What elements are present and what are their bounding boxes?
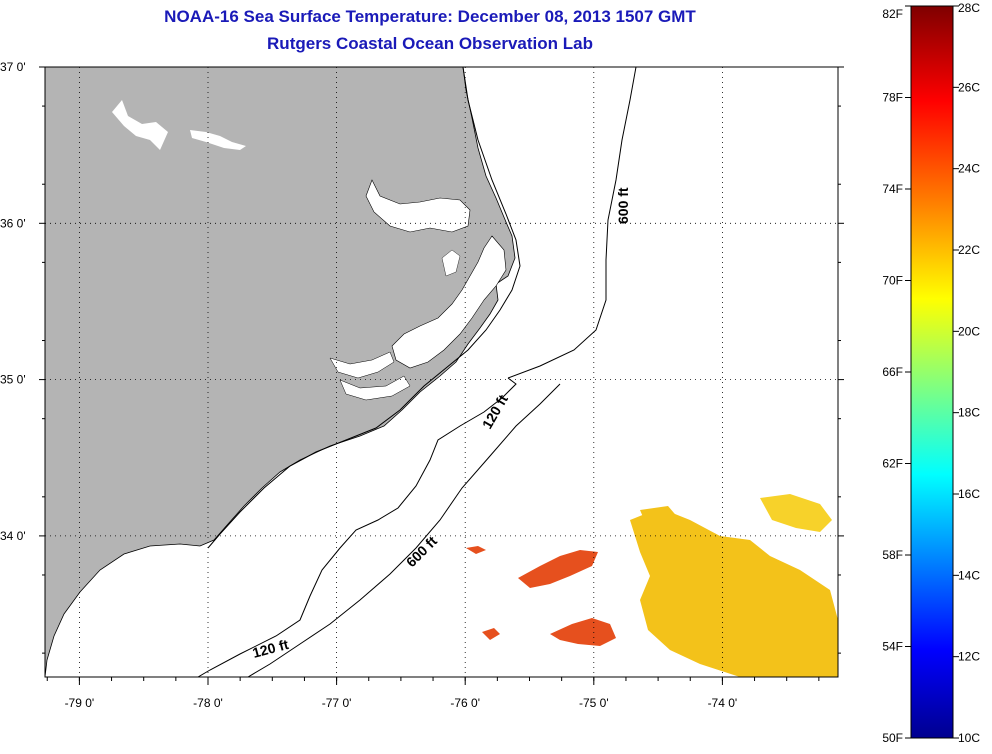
contour-120ft <box>197 377 517 677</box>
albemarle-sound <box>365 179 471 233</box>
lake-gaston <box>190 130 246 150</box>
colorbar-label-f: 66F <box>882 365 903 379</box>
colorbar-label-f: 82F <box>882 7 903 21</box>
colorbar-label-c: 20C <box>958 324 980 338</box>
map-title: NOAA-16 Sea Surface Temperature: Decembe… <box>164 7 696 26</box>
map-subtitle: Rutgers Coastal Ocean Observation Lab <box>267 34 593 53</box>
colorbar-labels: 82F 78F 74F 70F 66F 62F 58F 54F 50F 28C 26C 24C 22C 2… <box>882 1 980 745</box>
axis-ticks: -79 0' -78 0' -77 0' -76 0' -75 0' -74 0' 37 0… <box>0 60 844 710</box>
lon-tick-label: -77 0' <box>322 696 352 710</box>
colorbar-label-c: 24C <box>958 162 980 176</box>
colorbar-label-c: 28C <box>958 1 980 15</box>
contour-600ft-south <box>247 383 561 677</box>
pamlico-river <box>329 351 395 379</box>
sst-patch-hot-3 <box>482 628 500 640</box>
colorbar <box>910 5 954 739</box>
kerr-lake <box>112 100 168 150</box>
lat-tick-label: 35 0' <box>0 373 26 387</box>
colorbar-label-c: 16C <box>958 487 980 501</box>
sst-data-layer <box>466 494 838 677</box>
lon-tick-label: -79 0' <box>65 696 95 710</box>
colorbar-label-c: 10C <box>958 731 980 745</box>
colorbar-label-c: 22C <box>958 243 980 257</box>
sst-patch-hot-2 <box>550 618 616 646</box>
sst-patch-hot-4 <box>466 546 486 554</box>
colorbar-label-f: 74F <box>882 182 903 196</box>
outer-banks-shore <box>207 67 521 549</box>
lat-tick-label: 36 0' <box>0 216 26 230</box>
lat-tick-label: 37 0' <box>0 60 26 74</box>
lon-tick-label: -78 0' <box>193 696 223 710</box>
colorbar-label-f: 58F <box>882 548 903 562</box>
contour-600ft-north <box>507 67 637 379</box>
lat-tick-label: 34 0' <box>0 529 26 543</box>
sst-patch-warm-main <box>630 508 838 677</box>
lake-mattamuskeet <box>441 249 461 277</box>
colorbar-label-f: 54F <box>882 640 903 654</box>
colorbar-label-f: 62F <box>882 457 903 471</box>
lon-tick-label: -75 0' <box>579 696 609 710</box>
sst-patch-hot-1 <box>518 550 598 588</box>
lon-tick-label: -76 0' <box>450 696 480 710</box>
sst-patch-warm-north <box>640 506 680 528</box>
lon-tick-label: -74 0' <box>708 696 738 710</box>
map-border <box>44 66 839 678</box>
colorbar-label-c: 14C <box>958 568 980 582</box>
colorbar-label-f: 78F <box>882 91 903 105</box>
colorbar-label-f: 50F <box>882 731 903 745</box>
colorbar-label-c: 12C <box>958 650 980 664</box>
pamlico-sound <box>391 235 507 369</box>
colorbar-label-c: 26C <box>958 80 980 94</box>
contour-label-600ft-north: 600 ft <box>615 187 631 224</box>
neuse-river <box>339 375 411 401</box>
colorbar-label-c: 18C <box>958 406 980 420</box>
sst-patch-warm-east <box>760 494 832 532</box>
colorbar-label-f: 70F <box>882 274 903 288</box>
